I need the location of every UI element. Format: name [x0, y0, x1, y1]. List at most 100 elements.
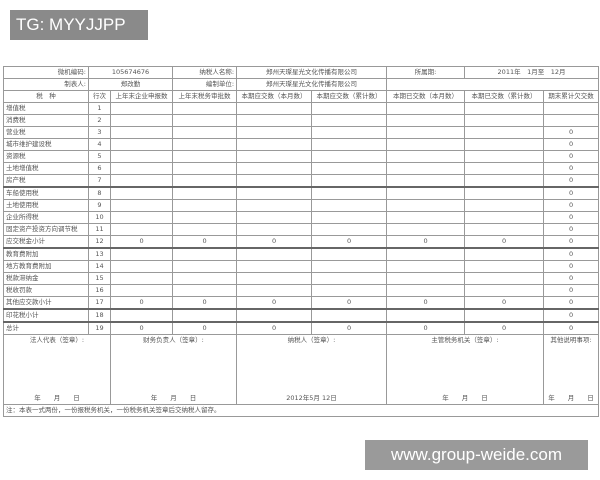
signature-date: 2012年5月 12日 [236, 393, 388, 405]
value-cell [386, 174, 466, 188]
tax-type-cell: 税收罚款 [3, 284, 89, 297]
value-cell [543, 102, 600, 115]
note-text: 注：本表一式两份，一份报税务机关，一份税务机关签章后交纳税人留存。 [2, 404, 600, 417]
column-header: 上年末企业申报数 [109, 90, 174, 103]
code-label: 微机编码: [3, 66, 89, 79]
value-cell [311, 199, 388, 212]
value-cell [386, 260, 466, 273]
value-cell: 0 [543, 126, 600, 139]
column-header: 本期应交数（累计数） [311, 90, 388, 103]
value-cell [109, 260, 174, 273]
table-row: 土地增值税 6 0 [3, 162, 600, 175]
value-cell [464, 126, 545, 139]
row-number-cell: 7 [88, 174, 111, 188]
value-cell [236, 272, 313, 285]
value-cell [386, 102, 466, 115]
value-cell [311, 211, 388, 224]
value-cell [386, 114, 466, 127]
value-cell: 0 [543, 284, 600, 297]
value-cell [109, 284, 174, 297]
value-cell [386, 199, 466, 212]
value-cell [172, 126, 238, 139]
row-number-cell: 10 [88, 211, 111, 224]
value-cell [311, 126, 388, 139]
value-cell [311, 247, 388, 261]
row-number-cell: 19 [88, 321, 111, 335]
value-cell [172, 308, 238, 323]
value-cell [464, 162, 545, 175]
value-cell: 0 [311, 235, 388, 249]
row-number-cell: 4 [88, 138, 111, 151]
signature-label: 纳税人（签章）: [236, 334, 388, 393]
value-cell [386, 284, 466, 297]
signature-date: 年 月 日 [3, 393, 111, 405]
tax-report-table: 微机编码: 105674676 纳税人名称: 郑州天璨星光文化传播有限公司 所属… [2, 66, 600, 417]
value-cell [109, 186, 174, 200]
header-row-2: 制表人: 郑改勤 编制单位: 郑州天璨星光文化传播有限公司 [3, 78, 600, 91]
table-row: 营业税 3 0 [3, 126, 600, 139]
value-cell [236, 211, 313, 224]
value-cell [464, 138, 545, 151]
value-cell [172, 211, 238, 224]
value-cell: 0 [543, 138, 600, 151]
column-header: 行次 [88, 90, 111, 103]
tax-type-cell: 营业税 [3, 126, 89, 139]
tax-type-cell: 应交税金小计 [3, 235, 89, 249]
value-cell: 0 [543, 308, 600, 323]
row-number-cell: 13 [88, 247, 111, 261]
value-cell [386, 186, 466, 200]
table-row: 增值税 1 [3, 102, 600, 115]
value-cell [311, 186, 388, 200]
value-cell [236, 186, 313, 200]
value-cell [172, 162, 238, 175]
table-row: 车船使用税 8 0 [3, 186, 600, 200]
row-number-cell: 2 [88, 114, 111, 127]
signature-row: 法人代表（签章）: 财务负责人（签章）: 纳税人（签章）: 主管税务机关（签章）: 其他… [3, 334, 600, 393]
tax-type-cell: 印花税小计 [3, 308, 89, 323]
table-row: 教育费附加 13 0 [3, 247, 600, 261]
value-cell [464, 102, 545, 115]
value-cell: 0 [543, 247, 600, 261]
value-cell: 0 [311, 321, 388, 335]
value-cell [311, 174, 388, 188]
table-row: 消费税 2 [3, 114, 600, 127]
value-cell [172, 138, 238, 151]
signature-date: 年 月 日 [543, 393, 600, 405]
header-row-1: 微机编码: 105674676 纳税人名称: 郑州天璨星光文化传播有限公司 所属… [3, 66, 600, 79]
tax-type-cell: 土地使用税 [3, 199, 89, 212]
value-cell [109, 199, 174, 212]
value-cell: 0 [236, 235, 313, 249]
value-cell: 0 [543, 272, 600, 285]
tax-type-cell: 城市维护建设税 [3, 138, 89, 151]
value-cell [464, 272, 545, 285]
value-cell [236, 126, 313, 139]
value-cell: 0 [543, 235, 600, 249]
tax-type-cell: 土地增值税 [3, 162, 89, 175]
value-cell: 0 [109, 321, 174, 335]
value-cell [311, 260, 388, 273]
row-number-cell: 11 [88, 223, 111, 236]
value-cell [172, 150, 238, 163]
value-cell [464, 284, 545, 297]
value-cell [311, 138, 388, 151]
row-number-cell: 14 [88, 260, 111, 273]
value-cell [311, 284, 388, 297]
value-cell [386, 150, 466, 163]
value-cell: 0 [236, 321, 313, 335]
value-cell: 0 [386, 235, 466, 249]
table-row: 总计 19 0 0 0 0 0 0 0 [3, 321, 600, 335]
column-header: 本期应交数（本月数） [236, 90, 313, 103]
column-header: 税 种 [3, 90, 89, 103]
preparer-label: 制表人: [3, 78, 89, 91]
value-cell [311, 162, 388, 175]
value-cell [109, 126, 174, 139]
table-row: 固定资产投资方向调节税 11 0 [3, 223, 600, 236]
value-cell [464, 260, 545, 273]
value-cell [386, 211, 466, 224]
value-cell: 0 [172, 321, 238, 335]
value-cell: 0 [172, 235, 238, 249]
watermark-label: www.group-weide.com [365, 440, 588, 470]
value-cell: 0 [543, 223, 600, 236]
row-number-cell: 17 [88, 296, 111, 310]
value-cell [386, 247, 466, 261]
